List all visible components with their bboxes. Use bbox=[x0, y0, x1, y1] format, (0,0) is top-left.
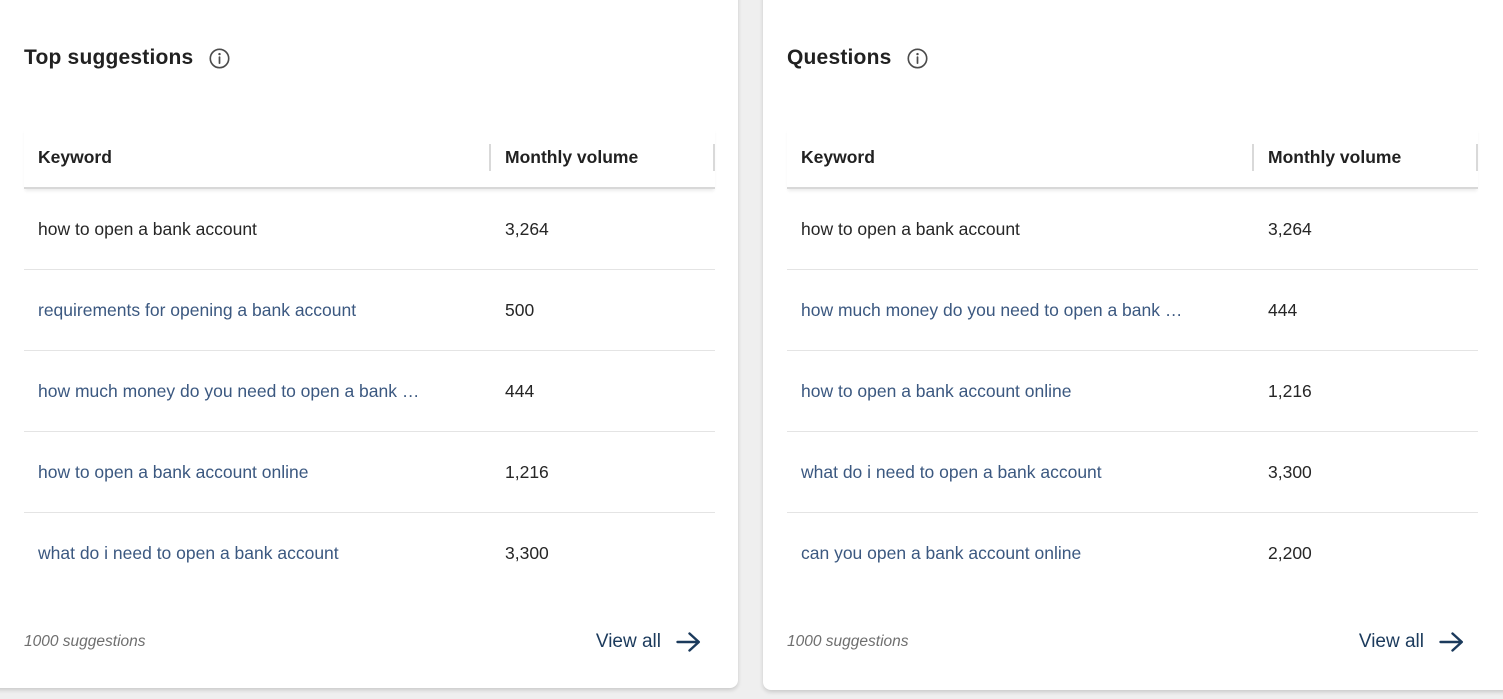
panel-header: Questions bbox=[787, 46, 1503, 70]
volume-value: 500 bbox=[505, 299, 535, 320]
table-row: what do i need to open a bank account 3,… bbox=[787, 432, 1478, 513]
view-all-label: View all bbox=[1358, 631, 1424, 652]
view-all-button[interactable]: View all bbox=[596, 631, 702, 653]
table-row: what do i need to open a bank account 3,… bbox=[24, 513, 715, 593]
column-divider bbox=[1476, 144, 1478, 171]
column-divider bbox=[713, 144, 715, 171]
info-icon[interactable] bbox=[906, 47, 929, 70]
panel-footer: 1000 suggestions View all bbox=[787, 631, 1465, 653]
keyword-link[interactable]: what do i need to open a bank account bbox=[38, 542, 339, 563]
table-row: how much money do you need to open a ban… bbox=[24, 351, 715, 432]
view-all-button[interactable]: View all bbox=[1359, 631, 1465, 653]
volume-value: 444 bbox=[505, 380, 535, 401]
suggestions-count: 1000 suggestions bbox=[787, 633, 909, 650]
keyword-text: how to open a bank account bbox=[801, 218, 1020, 239]
panel-title: Questions bbox=[787, 46, 892, 69]
volume-value: 1,216 bbox=[1268, 380, 1312, 401]
view-all-label: View all bbox=[595, 631, 661, 652]
suggestions-count: 1000 suggestions bbox=[24, 633, 146, 650]
table-row: how to open a bank account online 1,216 bbox=[24, 432, 715, 513]
keyword-link[interactable]: how much money do you need to open a ban… bbox=[801, 299, 1183, 320]
keyword-link[interactable]: can you open a bank account online bbox=[801, 542, 1082, 563]
panel-header: Top suggestions bbox=[24, 46, 714, 70]
table-row: how much money do you need to open a ban… bbox=[787, 270, 1478, 351]
column-header-volume: Monthly volume bbox=[505, 147, 639, 167]
arrow-right-icon bbox=[675, 631, 702, 653]
volume-value: 1,216 bbox=[505, 461, 549, 482]
arrow-right-icon bbox=[1438, 631, 1465, 653]
table-row: how to open a bank account 3,264 bbox=[24, 189, 715, 270]
keywords-table: Keyword Monthly volume how to open a ban… bbox=[24, 128, 715, 593]
column-header-keyword: Keyword bbox=[38, 147, 112, 167]
volume-value: 3,300 bbox=[1268, 461, 1312, 482]
table-row: requirements for opening a bank account … bbox=[24, 270, 715, 351]
keyword-link[interactable]: how to open a bank account online bbox=[38, 461, 309, 482]
keyword-text: how to open a bank account bbox=[38, 218, 257, 239]
info-icon[interactable] bbox=[208, 47, 231, 70]
table-header-row: Keyword Monthly volume bbox=[24, 128, 715, 189]
panel-footer: 1000 suggestions View all bbox=[24, 631, 702, 653]
panel-title: Top suggestions bbox=[24, 46, 194, 69]
questions-panel: Questions Keyword Monthly volume how to … bbox=[763, 0, 1503, 690]
column-header-volume: Monthly volume bbox=[1268, 147, 1402, 167]
table-row: how to open a bank account online 1,216 bbox=[787, 351, 1478, 432]
volume-value: 3,264 bbox=[505, 218, 549, 239]
keyword-link[interactable]: how much money do you need to open a ban… bbox=[38, 380, 420, 401]
table-row: can you open a bank account online 2,200 bbox=[787, 513, 1478, 593]
column-divider bbox=[489, 144, 491, 171]
column-divider bbox=[1252, 144, 1254, 171]
table-row: how to open a bank account 3,264 bbox=[787, 189, 1478, 270]
column-header-keyword: Keyword bbox=[801, 147, 875, 167]
top-suggestions-panel: Top suggestions Keyword Monthly volume h… bbox=[0, 0, 738, 688]
volume-value: 3,264 bbox=[1268, 218, 1312, 239]
table-header-row: Keyword Monthly volume bbox=[787, 128, 1478, 189]
keywords-table: Keyword Monthly volume how to open a ban… bbox=[787, 128, 1478, 593]
volume-value: 444 bbox=[1268, 299, 1298, 320]
keyword-link[interactable]: requirements for opening a bank account bbox=[38, 299, 357, 320]
keyword-link[interactable]: how to open a bank account online bbox=[801, 380, 1072, 401]
volume-value: 2,200 bbox=[1268, 542, 1312, 563]
keyword-link[interactable]: what do i need to open a bank account bbox=[801, 461, 1102, 482]
volume-value: 3,300 bbox=[505, 542, 549, 563]
